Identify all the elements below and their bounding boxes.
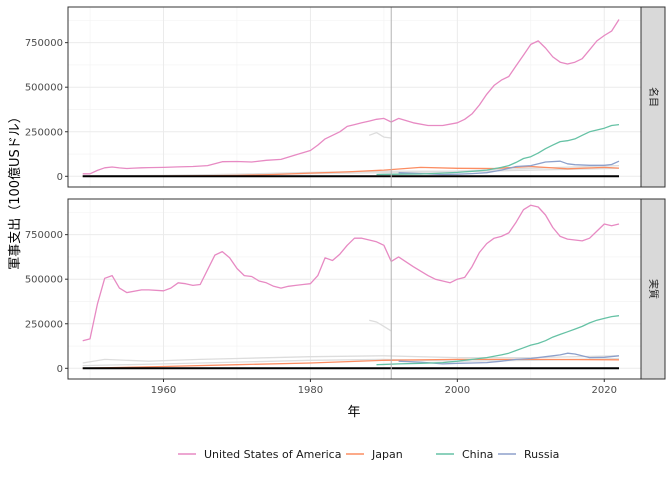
- legend-label: Japan: [371, 448, 403, 461]
- y-tick-label: 750000: [25, 230, 63, 241]
- series-line-other: [369, 319, 392, 332]
- facet-label: 名目: [647, 87, 660, 107]
- y-tick-label: 0: [57, 172, 63, 183]
- x-tick-label: 2000: [445, 385, 470, 396]
- series-line-other: [82, 357, 620, 367]
- x-tick-label: 1980: [298, 385, 323, 396]
- series-line-other: [82, 355, 620, 364]
- y-axis-title: 軍事支出（100億USドル）: [7, 110, 23, 270]
- y-tick-label: 500000: [25, 275, 63, 286]
- y-tick-label: 0: [57, 364, 63, 375]
- series-line-other: [368, 131, 392, 139]
- legend-label: Russia: [524, 448, 559, 461]
- facet-label: 実質: [647, 279, 660, 299]
- legend-label: United States of America: [204, 448, 341, 461]
- y-tick-label: 750000: [25, 38, 63, 49]
- facet-strip: [640, 6, 666, 188]
- series-line-united-states-of-america: [82, 19, 620, 175]
- x-tick-label: 1960: [151, 385, 176, 396]
- series-line-russia: [398, 352, 620, 365]
- facet-strip: [640, 198, 666, 380]
- y-tick-label: 250000: [25, 319, 63, 330]
- series-line-china: [376, 315, 620, 366]
- x-tick-label: 2020: [592, 385, 617, 396]
- panel-background: [68, 199, 641, 379]
- y-tick-label: 250000: [25, 127, 63, 138]
- panel-background: [68, 7, 641, 187]
- series-line-china: [376, 123, 620, 176]
- legend-label: China: [462, 448, 493, 461]
- series-line-united-states-of-america: [82, 204, 620, 342]
- x-axis-title: 年: [347, 405, 360, 420]
- series-line-russia: [398, 160, 620, 176]
- y-tick-label: 500000: [25, 83, 63, 94]
